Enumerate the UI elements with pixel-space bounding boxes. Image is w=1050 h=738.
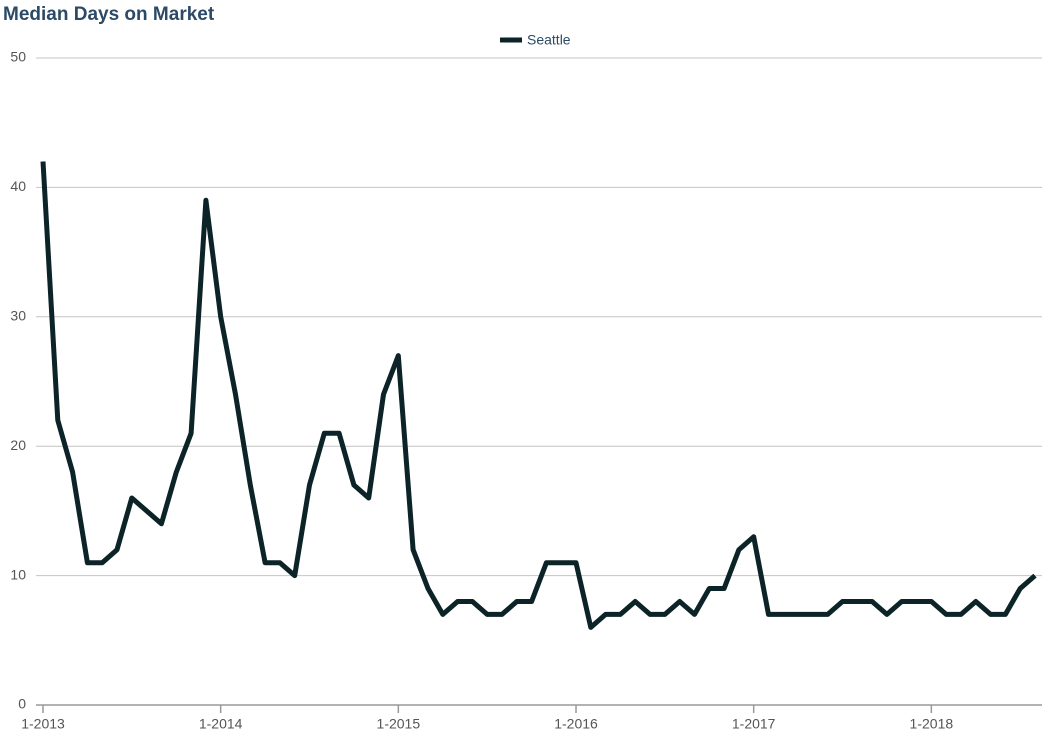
data-line xyxy=(40,161,1037,630)
y-tick-label: 40 xyxy=(10,178,26,194)
x-tick-label: 1-2014 xyxy=(199,716,243,732)
y-tick-label: 20 xyxy=(10,437,26,453)
y-tick-label: 30 xyxy=(10,308,26,324)
x-tick-label: 1-2015 xyxy=(377,716,421,732)
x-tick-label: 1-2018 xyxy=(910,716,954,732)
legend-label: Seattle xyxy=(527,32,571,48)
x-tick-label: 1-2013 xyxy=(21,716,65,732)
y-tick-label: 10 xyxy=(10,566,26,582)
chart-title: Median Days on Market xyxy=(3,4,215,25)
x-tick-label: 1-2016 xyxy=(554,716,598,732)
x-tick-label: 1-2017 xyxy=(732,716,776,732)
y-tick-label: 0 xyxy=(18,696,26,712)
y-tick-label: 50 xyxy=(10,49,26,65)
